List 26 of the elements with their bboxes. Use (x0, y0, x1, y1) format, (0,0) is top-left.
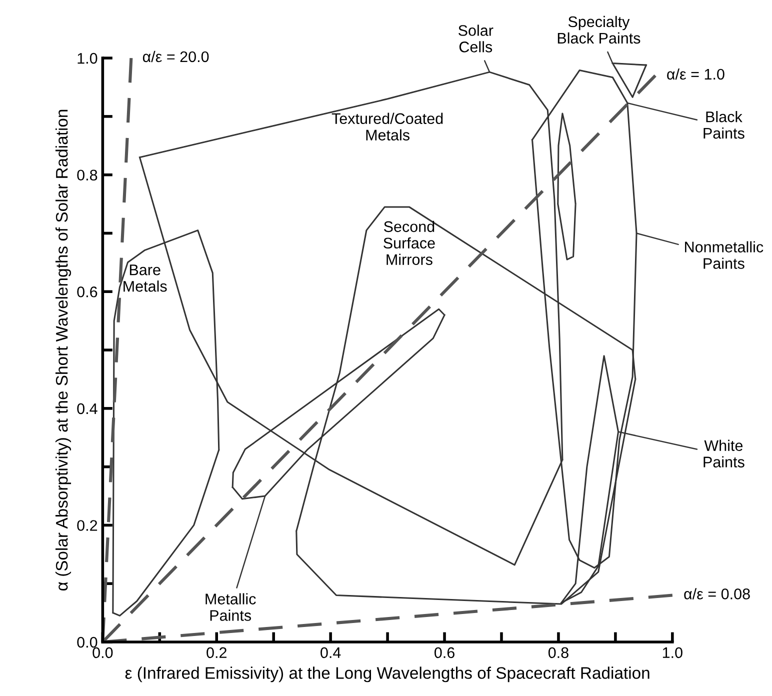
series-label: α/ε = 20.0 (142, 50, 209, 62)
y-tick-label: 0.0 (77, 636, 98, 648)
annotation: Textured/Coated Metals (332, 112, 443, 140)
annotation: Metallic Paints (206, 593, 256, 621)
y-tick-label: 0.6 (77, 286, 98, 298)
y-tick-label: 1.0 (78, 52, 98, 64)
x-tick-label: 0.2 (206, 647, 226, 658)
annotation: Nonmetallic Paints (685, 241, 764, 269)
x-tick-label: 0.0 (92, 647, 113, 658)
y-axis-title: α (Solar Absorptivity) at the Short Wavelengths of Solar Radiation (55, 110, 72, 590)
x-tick-label: 0.4 (320, 647, 341, 658)
annotation: Bare Metals (124, 264, 167, 292)
y-tick-label: 0.4 (77, 403, 98, 414)
x-tick-label: 0.8 (548, 647, 568, 658)
x-tick-label: 1.0 (662, 647, 682, 658)
x-tick-label: 0.6 (434, 647, 454, 658)
annotation: Solar Cells (458, 24, 494, 52)
series-label: α/ε = 0.08 (684, 588, 750, 600)
annotation: Specialty Black Paints (558, 16, 640, 44)
y-tick-label: 0.8 (77, 170, 98, 181)
y-tick-label: 0.2 (77, 520, 98, 531)
annotation: Black Paints (704, 111, 744, 139)
x-axis-title: ε (Infrared Emissivity) at the Long Wavelengths of Spacecraft Radiation (125, 666, 650, 682)
series-label: α/ε = 1.0 (667, 68, 724, 80)
annotation: Second Surface Mirrors (384, 220, 435, 265)
annotation: White Paints (704, 440, 744, 468)
